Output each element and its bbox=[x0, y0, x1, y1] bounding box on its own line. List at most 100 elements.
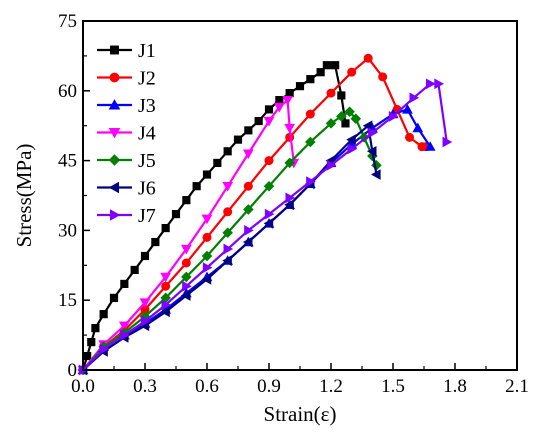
data-point bbox=[161, 299, 172, 311]
legend-item-j5: J5 bbox=[97, 150, 156, 172]
data-point bbox=[336, 111, 347, 122]
data-point bbox=[120, 329, 130, 341]
data-point bbox=[263, 116, 275, 127]
series-line bbox=[82, 99, 295, 371]
y-tick-label: 30 bbox=[58, 220, 77, 241]
y-axis-title: Stress(MPa) bbox=[12, 144, 36, 248]
x-tick-label: 1.2 bbox=[319, 376, 343, 397]
data-point bbox=[201, 273, 212, 285]
data-point bbox=[182, 196, 191, 205]
data-point bbox=[254, 116, 263, 126]
data-point bbox=[347, 67, 357, 77]
data-point bbox=[83, 351, 92, 361]
x-tick-label: 1.5 bbox=[381, 376, 405, 397]
data-point bbox=[130, 265, 139, 275]
data-point bbox=[140, 315, 151, 327]
data-point bbox=[244, 126, 253, 135]
data-point bbox=[325, 118, 337, 129]
data-point bbox=[202, 232, 212, 242]
tick-labels-layer: 0.0 0.3 0.6 0.9 1.2 1.5 1.8 2.1 0 15 30 45 60 75 bbox=[58, 11, 529, 397]
x-tick-label: 0.0 bbox=[71, 376, 95, 397]
data-point bbox=[366, 145, 377, 157]
data-point bbox=[244, 225, 254, 236]
data-point bbox=[243, 181, 253, 191]
data-point bbox=[202, 170, 212, 179]
data-point bbox=[326, 159, 337, 171]
data-point bbox=[118, 321, 130, 332]
legend-swatch-marker bbox=[110, 45, 119, 55]
data-point bbox=[139, 298, 151, 308]
data-point bbox=[326, 88, 336, 98]
data-point bbox=[222, 255, 232, 266]
data-point bbox=[180, 244, 192, 255]
data-point bbox=[160, 272, 172, 283]
data-point bbox=[160, 306, 170, 318]
legend: J1 J2 J3 J4 J5 J6 J7 bbox=[97, 40, 156, 227]
data-point bbox=[264, 156, 274, 166]
data-point bbox=[347, 143, 358, 155]
data-point bbox=[233, 135, 243, 144]
y-tick-label: 60 bbox=[58, 81, 77, 102]
data-point bbox=[264, 105, 274, 114]
series-j7 bbox=[78, 78, 453, 376]
data-point bbox=[242, 236, 253, 248]
y-tick-label: 45 bbox=[58, 151, 77, 172]
data-point bbox=[316, 68, 325, 77]
legend-item-j7: J7 bbox=[97, 205, 156, 227]
x-axis-title: Strain(ε) bbox=[264, 402, 337, 426]
data-point bbox=[222, 227, 233, 238]
data-point bbox=[442, 136, 453, 148]
data-point bbox=[99, 310, 108, 319]
data-point bbox=[378, 72, 388, 82]
x-tick-label: 1.8 bbox=[443, 376, 467, 397]
data-point bbox=[223, 243, 234, 255]
legend-label: J5 bbox=[138, 150, 156, 172]
series-j4 bbox=[77, 95, 300, 376]
data-point bbox=[305, 136, 316, 148]
data-point bbox=[368, 127, 378, 139]
data-point bbox=[371, 169, 381, 180]
data-point bbox=[350, 113, 362, 124]
y-tick-label: 0 bbox=[68, 360, 78, 381]
data-point bbox=[426, 78, 436, 90]
data-point bbox=[182, 280, 192, 292]
legend-label: J6 bbox=[138, 178, 156, 200]
data-point bbox=[109, 293, 119, 302]
legend-item-j6: J6 bbox=[97, 178, 156, 200]
data-point bbox=[213, 158, 222, 168]
data-point bbox=[151, 237, 160, 247]
legend-item-j3: J3 bbox=[97, 95, 156, 117]
data-point bbox=[222, 182, 234, 192]
data-point bbox=[263, 180, 275, 192]
data-point bbox=[305, 109, 315, 119]
series-line bbox=[82, 57, 427, 371]
data-point bbox=[412, 122, 424, 133]
data-point bbox=[409, 92, 420, 104]
data-point bbox=[263, 218, 274, 229]
data-point bbox=[295, 82, 305, 91]
legend-item-j2: J2 bbox=[97, 68, 156, 90]
data-point bbox=[242, 149, 254, 160]
data-point bbox=[264, 208, 275, 220]
data-point bbox=[275, 96, 284, 105]
data-point bbox=[223, 147, 232, 156]
data-point bbox=[284, 123, 296, 134]
y-tick-label: 75 bbox=[58, 11, 77, 32]
y-tick-label: 15 bbox=[58, 290, 77, 311]
series-j6 bbox=[77, 120, 381, 376]
data-point bbox=[284, 199, 294, 211]
data-point bbox=[331, 61, 340, 70]
x-tick-label: 2.1 bbox=[505, 376, 529, 397]
legend-item-j4: J4 bbox=[97, 123, 156, 145]
legend-swatch-marker bbox=[108, 154, 121, 166]
legend-swatch-marker bbox=[108, 181, 120, 194]
legend-swatch-marker bbox=[108, 127, 121, 139]
data-point bbox=[181, 271, 192, 283]
legend-label: J1 bbox=[138, 40, 156, 62]
data-point bbox=[192, 182, 201, 191]
data-point bbox=[181, 258, 191, 268]
data-point bbox=[180, 290, 191, 301]
legend-label: J7 bbox=[138, 205, 156, 227]
